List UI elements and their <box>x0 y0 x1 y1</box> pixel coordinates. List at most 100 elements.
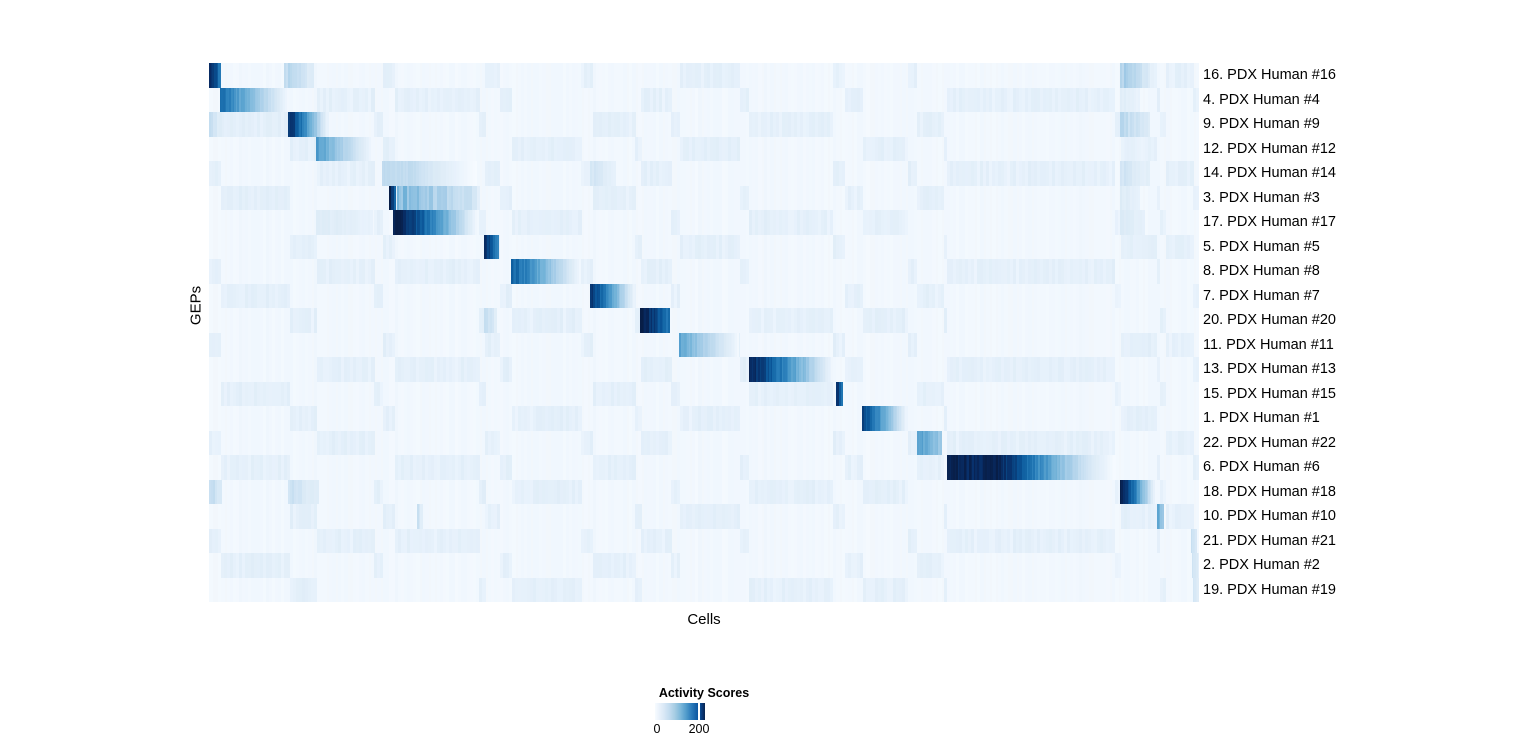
heatmap-cell-band <box>239 210 243 235</box>
heatmap-cell-band <box>1067 112 1071 137</box>
heatmap-cell-band <box>647 63 651 88</box>
heatmap-cell-band <box>695 234 699 259</box>
heatmap-cell-band <box>1055 161 1059 186</box>
heatmap-cell-band <box>1016 259 1020 284</box>
heatmap-cell-band <box>911 259 915 284</box>
heatmap-cell-band <box>240 87 243 112</box>
heatmap-cell-band <box>1121 136 1125 161</box>
heatmap-cell-band <box>737 259 741 284</box>
heatmap-cell-band <box>743 185 747 210</box>
heatmap-cell-band <box>602 63 606 88</box>
heatmap-cell-band <box>911 87 915 112</box>
heatmap-cell-band <box>641 161 645 186</box>
heatmap-cell-band <box>527 63 531 88</box>
heatmap-cell-band <box>1129 161 1133 186</box>
heatmap-cell-band <box>230 136 234 161</box>
heatmap-plot-area[interactable] <box>209 63 1199 602</box>
heatmap-cell-band <box>932 332 936 357</box>
heatmap-cell-band <box>458 234 462 259</box>
heatmap-cell-band <box>644 136 648 161</box>
heatmap-cell-band <box>840 381 844 406</box>
heatmap-cell-band <box>293 259 297 284</box>
heatmap-cell-band <box>254 161 258 186</box>
heatmap-cell-band <box>263 210 267 235</box>
heatmap-cell-band <box>1097 234 1101 259</box>
heatmap-cell-band <box>1067 259 1071 284</box>
heatmap-cell-band <box>536 161 540 186</box>
heatmap-cell-band <box>719 112 723 137</box>
heatmap-cell-band <box>527 234 531 259</box>
heatmap-cell-band <box>659 381 663 406</box>
heatmap-cell-band <box>1082 210 1086 235</box>
heatmap-cell-band <box>554 210 558 235</box>
heatmap-cell-band <box>1094 136 1098 161</box>
heatmap-cell-band <box>260 161 264 186</box>
heatmap-cell-band <box>971 406 975 431</box>
heatmap-cell-band <box>866 210 870 235</box>
heatmap-cell-band <box>734 259 738 284</box>
heatmap-cell-band <box>758 87 762 112</box>
heatmap-cell-band <box>605 112 609 137</box>
heatmap-cell-band <box>968 112 972 137</box>
heatmap-cell-band <box>686 259 690 284</box>
heatmap-cell-band <box>332 87 336 112</box>
heatmap-cell-band <box>479 112 483 137</box>
heatmap-cell-band <box>402 161 406 186</box>
heatmap-cell-band <box>1139 87 1143 112</box>
heatmap-cell-band <box>692 63 696 88</box>
heatmap-cell-band <box>1061 112 1065 137</box>
heatmap-cell-band <box>566 112 570 137</box>
heatmap-cell-band <box>1154 234 1158 259</box>
heatmap-cell-band <box>365 332 369 357</box>
heatmap-cell-band <box>575 185 579 210</box>
heatmap-cell-band <box>490 234 493 259</box>
heatmap-cell-band <box>314 87 318 112</box>
heatmap-cell-band <box>369 136 372 161</box>
heatmap-cell-band <box>306 63 310 88</box>
heatmap-cell-band <box>292 112 296 137</box>
heatmap-cell-band <box>440 234 444 259</box>
heatmap-cell-band <box>1031 87 1035 112</box>
heatmap-cell-band <box>866 234 870 259</box>
heatmap-cell-band <box>812 87 816 112</box>
heatmap-cell-band <box>611 63 615 88</box>
heatmap-cell-band <box>890 234 894 259</box>
heatmap-cell-band <box>281 87 285 112</box>
heatmap-cell-band <box>752 161 756 186</box>
heatmap-cell-band <box>638 63 642 88</box>
heatmap-cell-band <box>824 87 828 112</box>
heatmap-cell-band <box>284 161 288 186</box>
heatmap-cell-band <box>968 234 972 259</box>
heatmap-cell-band <box>407 161 411 186</box>
heatmap-cell-band <box>524 136 528 161</box>
heatmap-cell-band <box>800 210 804 235</box>
heatmap-cell-band <box>737 185 741 210</box>
heatmap-cell-band <box>1019 210 1023 235</box>
heatmap-cell-band <box>251 210 255 235</box>
heatmap-cell-band <box>575 161 579 186</box>
heatmap-cell-band <box>848 112 852 137</box>
heatmap-cell-band <box>887 112 891 137</box>
heatmap-cell-band <box>491 112 495 137</box>
heatmap-cell-band <box>602 112 606 137</box>
heatmap-cell-band <box>632 332 636 357</box>
heatmap-cell-band <box>881 210 885 235</box>
heatmap-cell-band <box>494 259 498 284</box>
heatmap-cell-band <box>692 185 696 210</box>
heatmap-cell-band <box>474 210 478 235</box>
heatmap-cell-band <box>263 161 267 186</box>
heatmap-cell-band <box>266 185 270 210</box>
heatmap-cell-band <box>815 136 819 161</box>
heatmap-cell-band <box>1132 136 1136 161</box>
heatmap-cell-band <box>536 136 540 161</box>
heatmap-cell-band <box>737 234 741 259</box>
heatmap-cell-band <box>929 161 933 186</box>
heatmap-cell-band <box>407 259 411 284</box>
heatmap-cell-band <box>824 332 828 357</box>
heatmap-cell-band <box>1094 63 1098 88</box>
heatmap-cell-band <box>644 112 648 137</box>
heatmap-cell-band <box>248 63 252 88</box>
heatmap-cell-band <box>1125 87 1129 112</box>
heatmap-cell-band <box>299 210 303 235</box>
heatmap-cell-band <box>421 210 425 235</box>
